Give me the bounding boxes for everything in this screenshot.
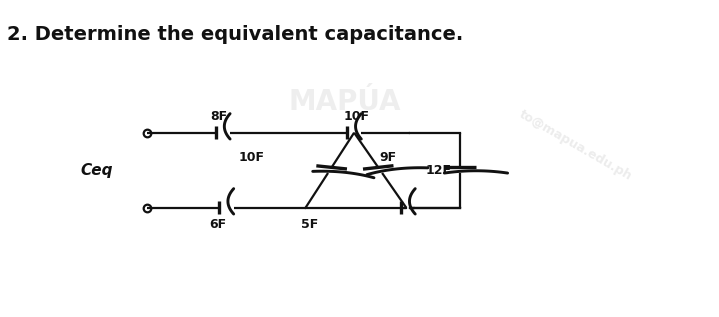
Text: 10F: 10F <box>344 110 370 123</box>
Text: 2. Determine the equivalent capacitance.: 2. Determine the equivalent capacitance. <box>7 24 464 43</box>
Text: 12F: 12F <box>426 164 452 177</box>
Text: to@mapua.edu.ph: to@mapua.edu.ph <box>516 108 634 183</box>
Text: 9F: 9F <box>380 151 397 164</box>
Text: 8F: 8F <box>211 110 228 123</box>
Text: 5F: 5F <box>301 218 318 231</box>
Text: Ceq: Ceq <box>81 163 114 178</box>
Text: MAPÚA: MAPÚA <box>289 88 401 116</box>
Text: 6F: 6F <box>209 218 226 231</box>
Text: 10F: 10F <box>239 151 265 164</box>
